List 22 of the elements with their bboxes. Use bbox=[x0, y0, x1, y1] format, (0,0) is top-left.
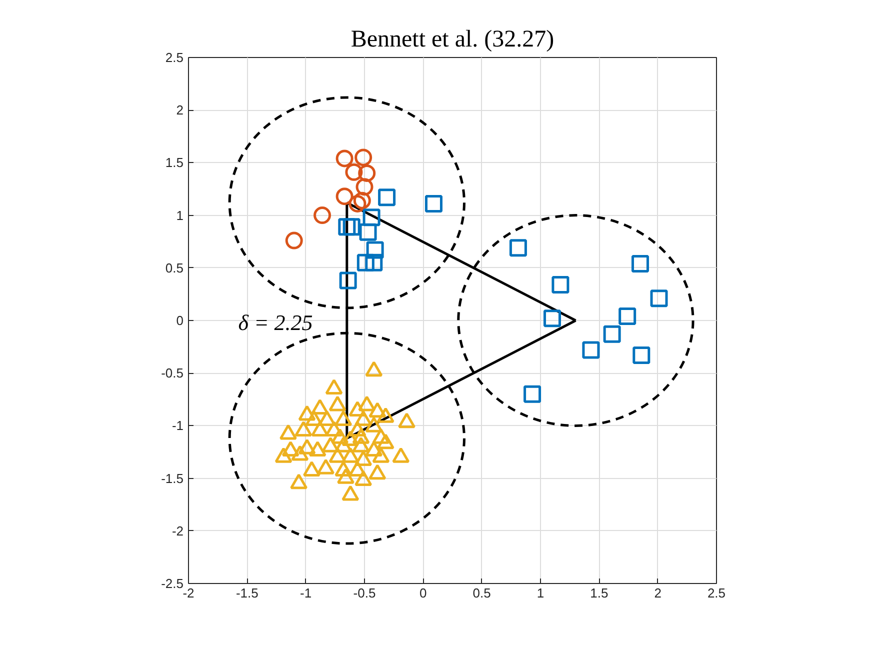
y-tick-label: -1 bbox=[172, 418, 184, 434]
y-tick-label: 1 bbox=[176, 208, 184, 223]
x-tick-label: -1.5 bbox=[236, 586, 258, 600]
y-tick-label: 2.5 bbox=[165, 50, 184, 65]
y-tick-label: 0 bbox=[176, 313, 184, 328]
annotation: δ = 2.25 bbox=[238, 310, 313, 335]
x-tick-label: 2 bbox=[654, 586, 662, 600]
x-tick-label: -1 bbox=[300, 586, 312, 600]
y-tick-label: -2 bbox=[172, 523, 184, 538]
y-tick-label: -2.5 bbox=[161, 576, 184, 591]
x-tick-label: 0 bbox=[420, 586, 427, 600]
x-tick-label: -0.5 bbox=[353, 586, 376, 600]
y-tick-label: -1.5 bbox=[161, 470, 184, 486]
x-tick-label: 1 bbox=[536, 586, 544, 600]
y-tick-label: 1.5 bbox=[165, 155, 184, 170]
y-tick-label: -0.5 bbox=[161, 366, 184, 381]
x-tick-label: 0.5 bbox=[472, 586, 491, 600]
y-tick-label: 2 bbox=[176, 102, 184, 118]
x-tick-label: 1.5 bbox=[590, 586, 608, 600]
y-tick-label: 0.5 bbox=[165, 260, 184, 276]
x-tick-label: 2.5 bbox=[707, 586, 726, 600]
chart-title: Bennett et al. (32.27) bbox=[350, 26, 554, 52]
